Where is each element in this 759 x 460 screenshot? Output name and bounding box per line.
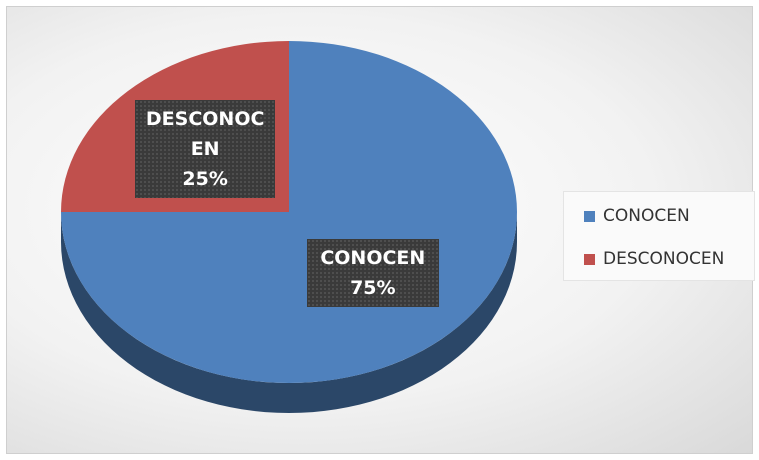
data-label-value: 25% <box>182 168 228 191</box>
legend-swatch <box>584 253 595 265</box>
pie-slice-side <box>61 212 517 413</box>
data-label: DESCONOCEN 25% <box>135 100 276 199</box>
legend: CONOCEN DESCONOCEN <box>563 191 755 281</box>
legend-item: CONOCEN <box>584 206 690 226</box>
data-label-category: CONOCEN <box>320 246 426 269</box>
data-label-category: DESCONOCEN <box>145 108 265 161</box>
legend-label: CONOCEN <box>603 206 690 226</box>
legend-item: DESCONOCEN <box>584 249 724 269</box>
legend-swatch <box>584 210 595 222</box>
data-label: CONOCEN 75% <box>306 238 439 307</box>
data-label-value: 75% <box>350 276 396 299</box>
legend-label: DESCONOCEN <box>603 249 725 269</box>
chart-area: CONOCEN 75% DESCONOCEN 25% CONOCEN DESCONOCE… <box>6 6 755 454</box>
